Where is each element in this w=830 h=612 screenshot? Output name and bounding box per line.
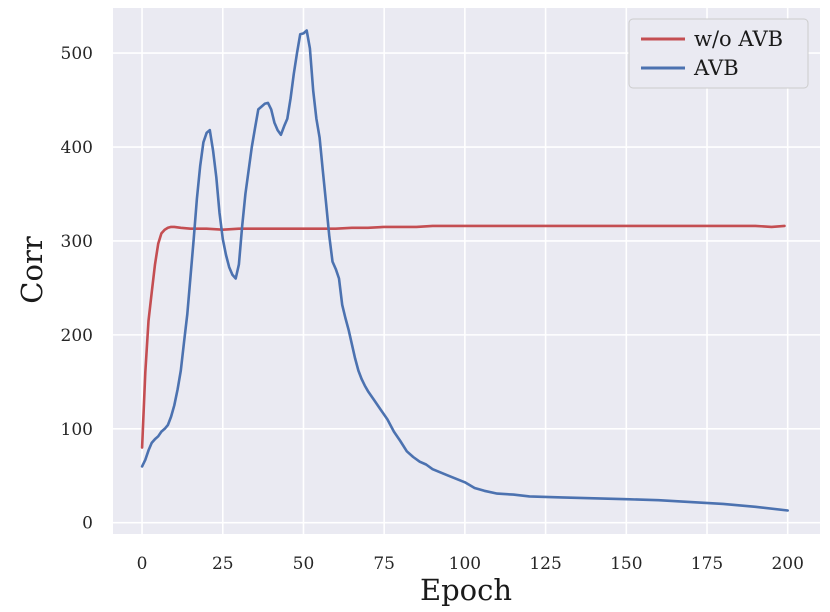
grid-lines bbox=[113, 8, 820, 534]
y-tick-label: 300 bbox=[61, 232, 93, 252]
legend-box bbox=[628, 18, 809, 89]
x-axis-title: Epoch bbox=[420, 573, 512, 607]
legend-label-avb: AVB bbox=[693, 56, 739, 80]
series-line-avb bbox=[140, 29, 790, 512]
y-tick-label: 200 bbox=[61, 326, 93, 346]
x-tick-label: 50 bbox=[293, 554, 315, 574]
legend-label-w-o-avb: w/o AVB bbox=[694, 27, 783, 51]
series-line-w-o-avb bbox=[140, 224, 786, 449]
y-tick-label: 400 bbox=[61, 138, 93, 158]
y-tick-label: 0 bbox=[82, 514, 93, 534]
series-lines bbox=[140, 29, 790, 512]
x-tick-label: 25 bbox=[212, 554, 234, 574]
x-tick-label: 175 bbox=[691, 554, 723, 574]
x-tick-label: 75 bbox=[373, 554, 395, 574]
tick-labels: 0 25 50 75 100 125 150 175 200 0 100 200 300 400 500 bbox=[61, 44, 804, 574]
x-tick-label: 200 bbox=[771, 554, 803, 574]
y-tick-label: 100 bbox=[61, 420, 93, 440]
x-tick-label: 150 bbox=[610, 554, 642, 574]
legend: w/o AVB AVB bbox=[628, 18, 809, 89]
x-tick-label: 125 bbox=[529, 554, 561, 574]
y-axis-title: Corr bbox=[15, 236, 49, 304]
y-tick-label: 500 bbox=[61, 44, 93, 64]
x-tick-label: 0 bbox=[137, 554, 148, 574]
x-tick-label: 100 bbox=[449, 554, 481, 574]
